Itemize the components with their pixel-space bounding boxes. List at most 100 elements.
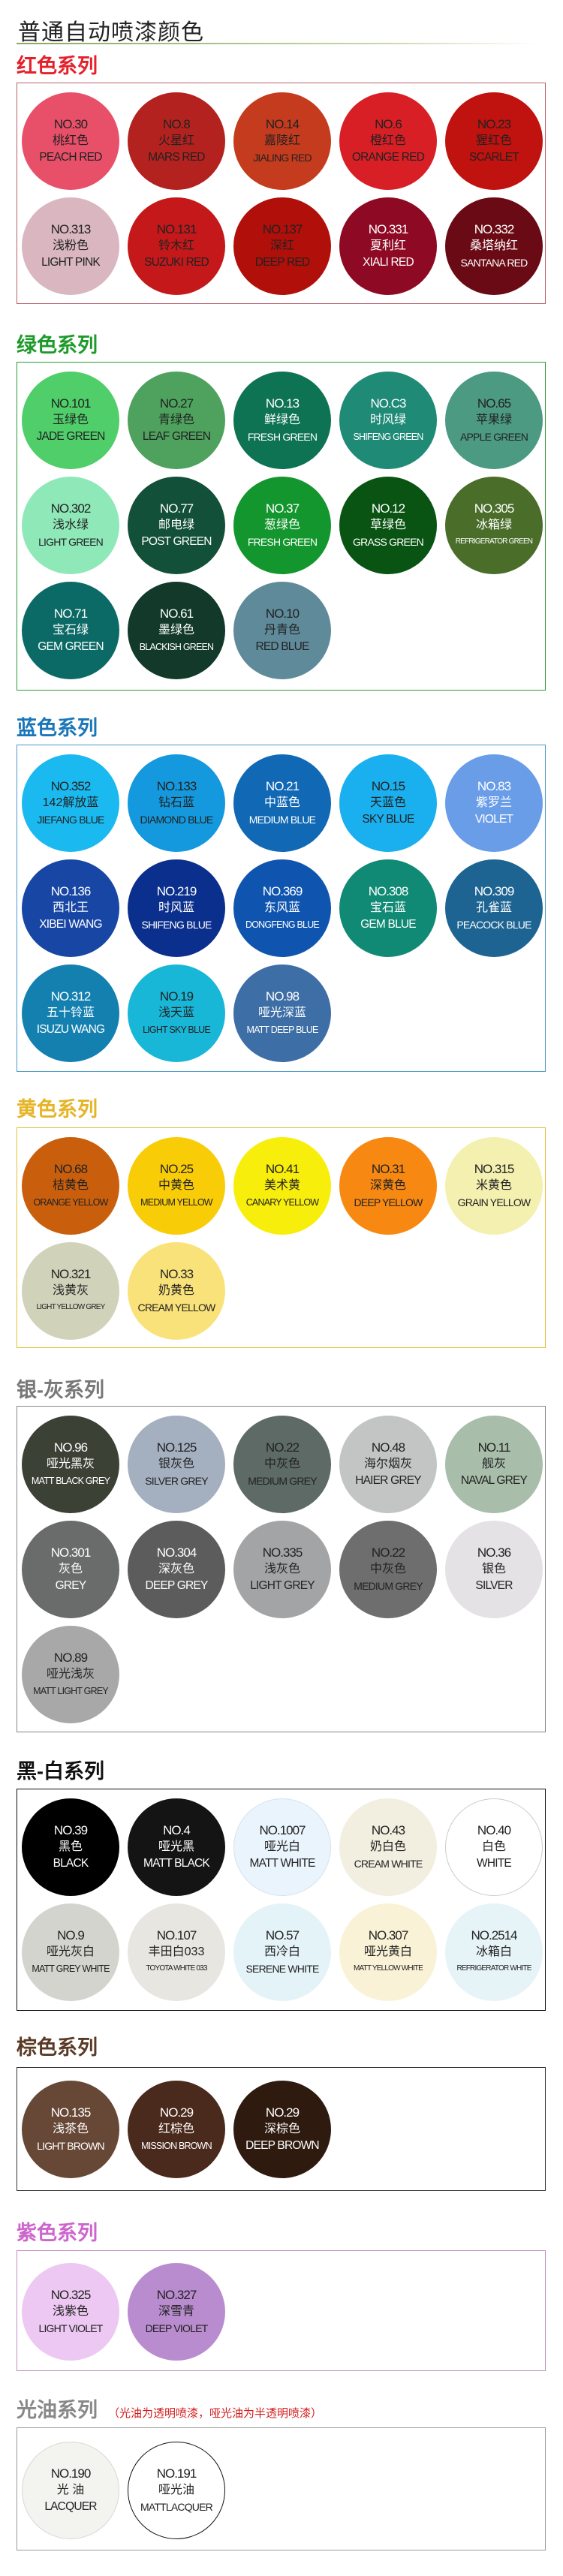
color-swatch[interactable]: NO.8 火星红 MARS RED <box>128 92 225 190</box>
color-swatch[interactable]: NO.98 哑光深蓝 MATT DEEP BLUE <box>233 964 331 1062</box>
color-swatch[interactable]: NO.331 夏利红 XIALI RED <box>339 197 437 295</box>
color-swatch[interactable]: NO.29 深棕色 DEEP BROWN <box>233 2081 331 2178</box>
color-swatch[interactable]: NO.83 紫罗兰 VIOLET <box>445 754 543 852</box>
color-number: NO.33 <box>159 1267 194 1281</box>
color-swatch[interactable]: NO.9 哑光灰白 MATT GREY WHITE <box>22 1903 119 2001</box>
color-name-cn: 银色 <box>481 1563 506 1575</box>
color-name-en: MATTLACQUER <box>140 2501 213 2513</box>
color-swatch[interactable]: NO.6 橙红色 ORANGE RED <box>339 92 437 190</box>
color-swatch[interactable]: NO.190 光 油 LACQUER <box>22 2442 119 2539</box>
color-swatch[interactable]: NO.65 苹果绿 APPLE GREEN <box>445 372 543 469</box>
color-swatch[interactable]: NO.23 猩红色 SCARLET <box>445 92 543 190</box>
color-swatch[interactable]: NO.71 宝石绿 GEM GREEN <box>22 582 119 679</box>
color-name-cn: 天蓝色 <box>369 796 406 809</box>
color-name-en: XIALI RED <box>363 256 414 269</box>
color-swatch[interactable]: NO.37 葱绿色 FRESH GREEN <box>233 477 331 574</box>
color-swatch[interactable]: NO.137 深红 DEEP RED <box>233 197 331 295</box>
color-swatch[interactable]: NO.219 时风蓝 SHIFENG BLUE <box>128 859 225 957</box>
color-swatch[interactable]: NO.12 草绿色 GRASS GREEN <box>339 477 437 574</box>
color-swatch[interactable]: NO.125 银灰色 SILVER GREY <box>128 1416 225 1513</box>
color-swatch[interactable]: NO.191 哑光油 MATTLACQUER <box>128 2442 225 2539</box>
color-name-cn: 草绿色 <box>369 519 406 531</box>
color-swatch[interactable]: NO.312 五十铃蓝 ISUZU WANG <box>22 964 119 1062</box>
color-swatch[interactable]: NO.313 浅粉色 LIGHT PINK <box>22 197 119 295</box>
color-name-en: LIGHT PINK <box>41 256 101 269</box>
color-swatch[interactable]: NO.321 浅黄灰 LIGHT YELLOW GREY <box>22 1242 119 1340</box>
color-swatch[interactable]: NO.36 银色 SILVER <box>445 1521 543 1618</box>
color-swatch[interactable]: NO.27 青绿色 LEAF GREEN <box>128 372 225 469</box>
color-swatch[interactable]: NO.369 东风蓝 DONGFENG BLUE <box>233 859 331 957</box>
section-heading-red: 红色系列 <box>17 54 98 78</box>
color-swatch[interactable]: NO.48 海尔烟灰 HAIER GREY <box>339 1416 437 1513</box>
color-swatch[interactable]: NO.96 哑光黑灰 MATT BLACK GREY <box>22 1416 119 1513</box>
swatch-panel-yellow: NO.68 桔黄色 ORANGE YELLOW NO.25 中黄色 MEDIUM YELL… <box>17 1127 546 1348</box>
color-number: NO.77 <box>159 501 194 516</box>
color-swatch[interactable]: NO.131 铃木红 SUZUKI RED <box>128 197 225 295</box>
color-swatch[interactable]: NO.57 西冷白 SERENE WHITE <box>233 1903 331 2001</box>
color-swatch[interactable]: NO.14 嘉陵红 JIALING RED <box>233 92 331 190</box>
color-number: NO.331 <box>368 222 409 236</box>
color-swatch[interactable]: NO.327 深雪青 DEEP VIOLET <box>128 2263 225 2361</box>
color-swatch[interactable]: NO.136 西北王 XIBEI WANG <box>22 859 119 957</box>
color-name-cn: 火星红 <box>158 134 194 147</box>
color-swatch[interactable]: NO.304 深灰色 DEEP GREY <box>128 1521 225 1618</box>
color-swatch[interactable]: NO.30 桃红色 PEACH RED <box>22 92 119 190</box>
color-swatch[interactable]: NO.77 邮电绿 POST GREEN <box>128 477 225 574</box>
color-swatch[interactable]: NO.13 鲜绿色 FRESH GREEN <box>233 372 331 469</box>
color-swatch[interactable]: NO.352 142解放蓝 JIEFANG BLUE <box>22 754 119 852</box>
section-heading-green: 绿色系列 <box>17 333 98 357</box>
color-swatch[interactable]: NO.33 奶黄色 CREAM YELLOW <box>128 1242 225 1340</box>
color-name-cn: 浅紫色 <box>52 2305 89 2318</box>
color-swatch[interactable]: NO.308 宝石蓝 GEM BLUE <box>339 859 437 957</box>
color-swatch[interactable]: NO.107 丰田白033 TOYOTA WHITE 033 <box>128 1903 225 2001</box>
color-number: NO.27 <box>159 396 194 411</box>
color-swatch[interactable]: NO.15 天蓝色 SKY BLUE <box>339 754 437 852</box>
color-number: NO.304 <box>156 1545 197 1560</box>
color-name-cn: 浅天蓝 <box>158 1007 194 1019</box>
color-swatch[interactable]: NO.133 钻石蓝 DIAMOND BLUE <box>128 754 225 852</box>
color-swatch[interactable]: NO.301 灰色 GREY <box>22 1521 119 1618</box>
color-swatch[interactable]: NO.4 哑光黑 MATT BLACK <box>128 1798 225 1896</box>
color-swatch[interactable]: NO.41 美术黄 CANARY YELLOW <box>233 1137 331 1235</box>
color-swatch[interactable]: NO.39 黑色 BLACK <box>22 1798 119 1896</box>
color-swatch[interactable]: NO.89 哑光浅灰 MATT LIGHT GREY <box>22 1626 119 1723</box>
color-swatch[interactable]: NO.31 深黄色 DEEP YELLOW <box>339 1137 437 1235</box>
color-name-en: DONGFENG BLUE <box>245 919 320 930</box>
color-swatch[interactable]: NO.325 浅紫色 LIGHT VIOLET <box>22 2263 119 2361</box>
color-swatch[interactable]: NO.22 中灰色 MEDIUM GREY <box>233 1416 331 1513</box>
color-swatch[interactable]: NO.302 浅水绿 LIGHT GREEN <box>22 477 119 574</box>
section-heading-text: 银-灰系列 <box>17 1379 104 1401</box>
color-swatch[interactable]: NO.309 孔雀蓝 PEACOCK BLUE <box>445 859 543 957</box>
color-swatch[interactable]: NO.40 白色 WHITE <box>445 1798 543 1896</box>
color-name-en: MEDIUM GREY <box>354 1580 423 1592</box>
color-swatch[interactable]: NO.19 浅天蓝 LIGHT SKY BLUE <box>128 964 225 1062</box>
color-swatch[interactable]: NO.305 冰箱绿 REFRIGERATOR GREEN <box>445 477 543 574</box>
color-swatch[interactable]: NO.22 中灰色 MEDIUM GREY <box>339 1521 437 1618</box>
section-heading-black-white: 黑-白系列 <box>17 1759 104 1783</box>
color-swatch[interactable]: NO.135 浅茶色 LIGHT BROWN <box>22 2081 119 2178</box>
color-swatch[interactable]: NO.29 红棕色 MISSION BROWN <box>128 2081 225 2178</box>
color-swatch[interactable]: NO.25 中黄色 MEDIUM YELLOW <box>128 1137 225 1235</box>
color-swatch[interactable]: NO.1007 哑光白 MATT WHITE <box>233 1798 331 1896</box>
color-swatch[interactable]: NO.307 哑光黄白 MATT YELLOW WHITE <box>339 1903 437 2001</box>
swatch-panel-lacquer: NO.190 光 油 LACQUER NO.191 哑光油 MATTLACQUER <box>17 2427 546 2550</box>
color-swatch[interactable]: NO.101 玉绿色 JADE GREEN <box>22 372 119 469</box>
color-name-en: APPLE GREEN <box>459 431 528 443</box>
color-swatch[interactable]: NO.332 桑塔纳红 SANTANA RED <box>445 197 543 295</box>
color-swatch[interactable]: NO.68 桔黄色 ORANGE YELLOW <box>22 1137 119 1235</box>
color-name-en: MISSION BROWN <box>141 2141 212 2151</box>
color-name-en: MATT LIGHT GREY <box>33 1686 109 1696</box>
color-swatch[interactable]: NO.21 中蓝色 MEDIUM BLUE <box>233 754 331 852</box>
color-swatch[interactable]: NO.C3 时风绿 SHIFENG GREEN <box>339 372 437 469</box>
color-number: NO.369 <box>262 884 303 898</box>
color-swatch[interactable]: NO.43 奶白色 CREAM WHITE <box>339 1798 437 1896</box>
color-swatch[interactable]: NO.11 舰灰 NAVAL GREY <box>445 1416 543 1513</box>
color-swatch[interactable]: NO.61 墨绿色 BLACKISH GREEN <box>128 582 225 679</box>
color-number: NO.43 <box>371 1823 405 1837</box>
color-name-en: MATT YELLOW WHITE <box>354 1964 423 1973</box>
color-swatch[interactable]: NO.10 丹青色 RED BLUE <box>233 582 331 679</box>
color-swatch[interactable]: NO.2514 冰箱白 REFRIGERATOR WHITE <box>445 1903 543 2001</box>
section-note: （光油为透明喷漆，哑光油为半透明喷漆） <box>108 2407 323 2420</box>
color-swatch[interactable]: NO.315 米黄色 GRAIN YELLOW <box>445 1137 543 1235</box>
color-swatch[interactable]: NO.335 浅灰色 LIGHT GREY <box>233 1521 331 1618</box>
